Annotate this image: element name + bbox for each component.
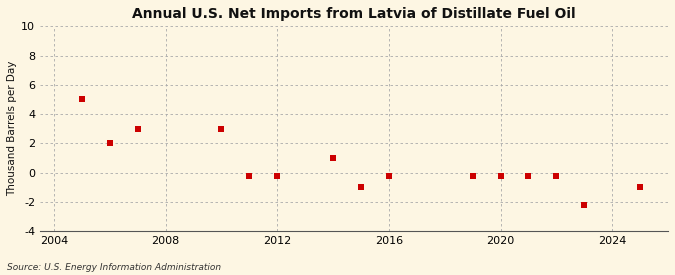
Point xyxy=(76,97,87,102)
Point xyxy=(551,173,562,178)
Point xyxy=(467,173,478,178)
Point xyxy=(634,185,645,189)
Point xyxy=(356,185,367,189)
Point xyxy=(105,141,115,145)
Point xyxy=(327,156,338,160)
Title: Annual U.S. Net Imports from Latvia of Distillate Fuel Oil: Annual U.S. Net Imports from Latvia of D… xyxy=(132,7,576,21)
Point xyxy=(244,173,254,178)
Point xyxy=(216,126,227,131)
Point xyxy=(132,126,143,131)
Point xyxy=(272,173,283,178)
Text: Source: U.S. Energy Information Administration: Source: U.S. Energy Information Administ… xyxy=(7,263,221,272)
Point xyxy=(579,203,590,207)
Point xyxy=(523,173,534,178)
Point xyxy=(495,173,506,178)
Point xyxy=(383,173,394,178)
Y-axis label: Thousand Barrels per Day: Thousand Barrels per Day xyxy=(7,61,17,196)
